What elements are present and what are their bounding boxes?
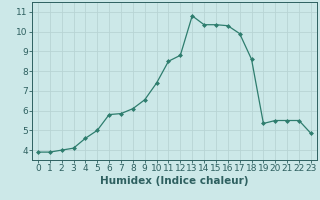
X-axis label: Humidex (Indice chaleur): Humidex (Indice chaleur) (100, 176, 249, 186)
